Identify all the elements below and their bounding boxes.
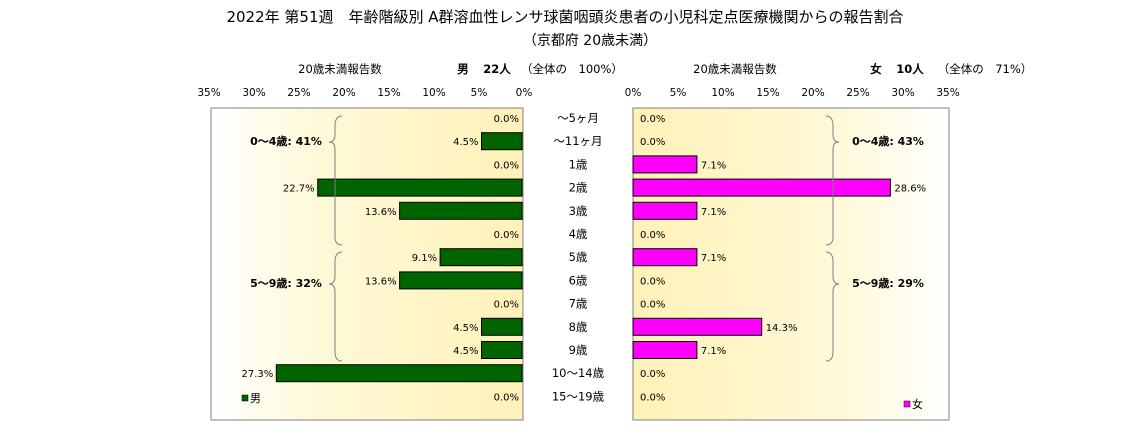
male-bar — [399, 201, 523, 220]
male-value-label: 13.6% — [365, 207, 397, 218]
male-bar — [275, 364, 523, 383]
male-value-label: 4.5% — [453, 137, 478, 148]
female-axis-tick: 25% — [846, 87, 869, 99]
female-axis-tick: 15% — [756, 87, 779, 99]
age-category-label: 15～19歳 — [552, 389, 605, 403]
female-axis-tick: 0% — [625, 87, 642, 99]
female-value-label: 0.0% — [640, 369, 665, 380]
female-share: （全体の 71%） — [938, 62, 1033, 76]
female-value-label: 0.0% — [640, 114, 665, 125]
female-value-label: 7.1% — [701, 346, 726, 357]
male-axis-tick: 25% — [287, 87, 310, 99]
male-value-label: 0.0% — [494, 230, 519, 241]
female-value-label: 0.0% — [640, 276, 665, 287]
age-category-label: ～5ヶ月 — [557, 111, 599, 125]
female-value-label: 7.1% — [701, 207, 726, 218]
male-value-label: 13.6% — [365, 276, 397, 287]
female-bar — [632, 317, 763, 336]
female-sex-label: 女 — [870, 62, 882, 76]
male-value-label: 0.0% — [494, 160, 519, 171]
female-value-label: 7.1% — [701, 160, 726, 171]
male-axis-tick: 30% — [242, 87, 265, 99]
female-legend-label: 女 — [912, 397, 923, 411]
male-value-label: 0.0% — [494, 392, 519, 403]
age-category-label: 1歳 — [569, 157, 588, 171]
age-category-label: 4歳 — [569, 227, 588, 241]
male-sex-label: 男 — [457, 62, 469, 76]
male-share: （全体の 100%） — [521, 62, 623, 76]
female-bar — [632, 178, 891, 197]
male-bar — [481, 341, 523, 359]
age-category-label: 6歳 — [569, 273, 588, 287]
male-legend-label: 男 — [250, 392, 261, 405]
age-category-label: 9歳 — [569, 343, 588, 357]
age-category-label: 8歳 — [569, 320, 588, 334]
male-value-label: 4.5% — [453, 346, 478, 357]
female-legend-swatch — [903, 400, 911, 408]
male-axis-tick: 10% — [422, 87, 445, 99]
chart-subtitle: （京都府 20歳未満） — [523, 33, 657, 49]
male-bar — [481, 317, 523, 336]
female-axis-tick: 35% — [936, 87, 959, 99]
female-axis-tick: 5% — [670, 87, 687, 99]
age-category-label: 3歳 — [569, 204, 588, 218]
male-brace-5-9 — [328, 251, 343, 362]
male-value-label: 27.3% — [242, 369, 274, 380]
male-value-label: 22.7% — [283, 184, 315, 195]
male-bar — [439, 248, 523, 267]
female-value-label: 0.0% — [640, 230, 665, 241]
male-brace-0-4 — [328, 115, 343, 246]
age-category-label: 2歳 — [569, 181, 588, 195]
male-value-label: 0.0% — [494, 114, 519, 125]
female-axis-tick: 30% — [891, 87, 914, 99]
female-bar — [632, 201, 698, 220]
female-axis-tick: 10% — [711, 87, 734, 99]
chart-title: 2022年 第51週 年齢階級別 A群溶血性レンサ球菌咽頭炎患者の小児科定点医療… — [226, 8, 903, 26]
female-brace-0-4 — [825, 115, 840, 246]
male-axis-tick: 0% — [516, 87, 533, 99]
age-category-label: 7歳 — [569, 297, 588, 311]
male-axis-tick: 15% — [377, 87, 400, 99]
age-category-label: 10～14歳 — [552, 366, 605, 380]
male-axis-tick: 5% — [471, 87, 488, 99]
female-report-label: 20歳未満報告数 — [693, 62, 777, 76]
female-value-label: 28.6% — [894, 184, 926, 195]
male-bar — [317, 178, 523, 197]
female-value-label: 14.3% — [766, 323, 798, 334]
male-value-label: 9.1% — [412, 253, 437, 264]
male-group-label-5-9: 5～9歳: 32% — [250, 276, 322, 290]
male-report-label: 20歳未満報告数 — [298, 62, 382, 76]
female-count: 10人 — [896, 62, 924, 76]
age-category-label: ～11ヶ月 — [553, 134, 602, 148]
female-brace-5-9 — [825, 251, 840, 362]
female-value-label: 0.0% — [640, 300, 665, 311]
male-group-label-0-4: 0～4歳: 41% — [250, 134, 322, 148]
age-category-label: 5歳 — [569, 250, 588, 264]
female-bar — [632, 341, 698, 359]
male-axis-tick: 20% — [332, 87, 355, 99]
female-axis-tick: 20% — [801, 87, 824, 99]
male-value-label: 0.0% — [494, 300, 519, 311]
male-axis-tick: 35% — [197, 87, 220, 99]
male-count: 22人 — [483, 62, 511, 76]
female-bar — [632, 248, 698, 267]
female-value-label: 0.0% — [640, 392, 665, 403]
female-value-label: 7.1% — [701, 253, 726, 264]
female-value-label: 0.0% — [640, 137, 665, 148]
female-group-label-5-9: 5～9歳: 29% — [852, 276, 924, 290]
male-value-label: 4.5% — [453, 323, 478, 334]
male-bar — [481, 132, 523, 151]
male-legend-swatch — [241, 394, 249, 402]
male-bar — [399, 271, 523, 290]
female-group-label-0-4: 0～4歳: 43% — [852, 134, 924, 148]
female-bar — [632, 155, 698, 174]
